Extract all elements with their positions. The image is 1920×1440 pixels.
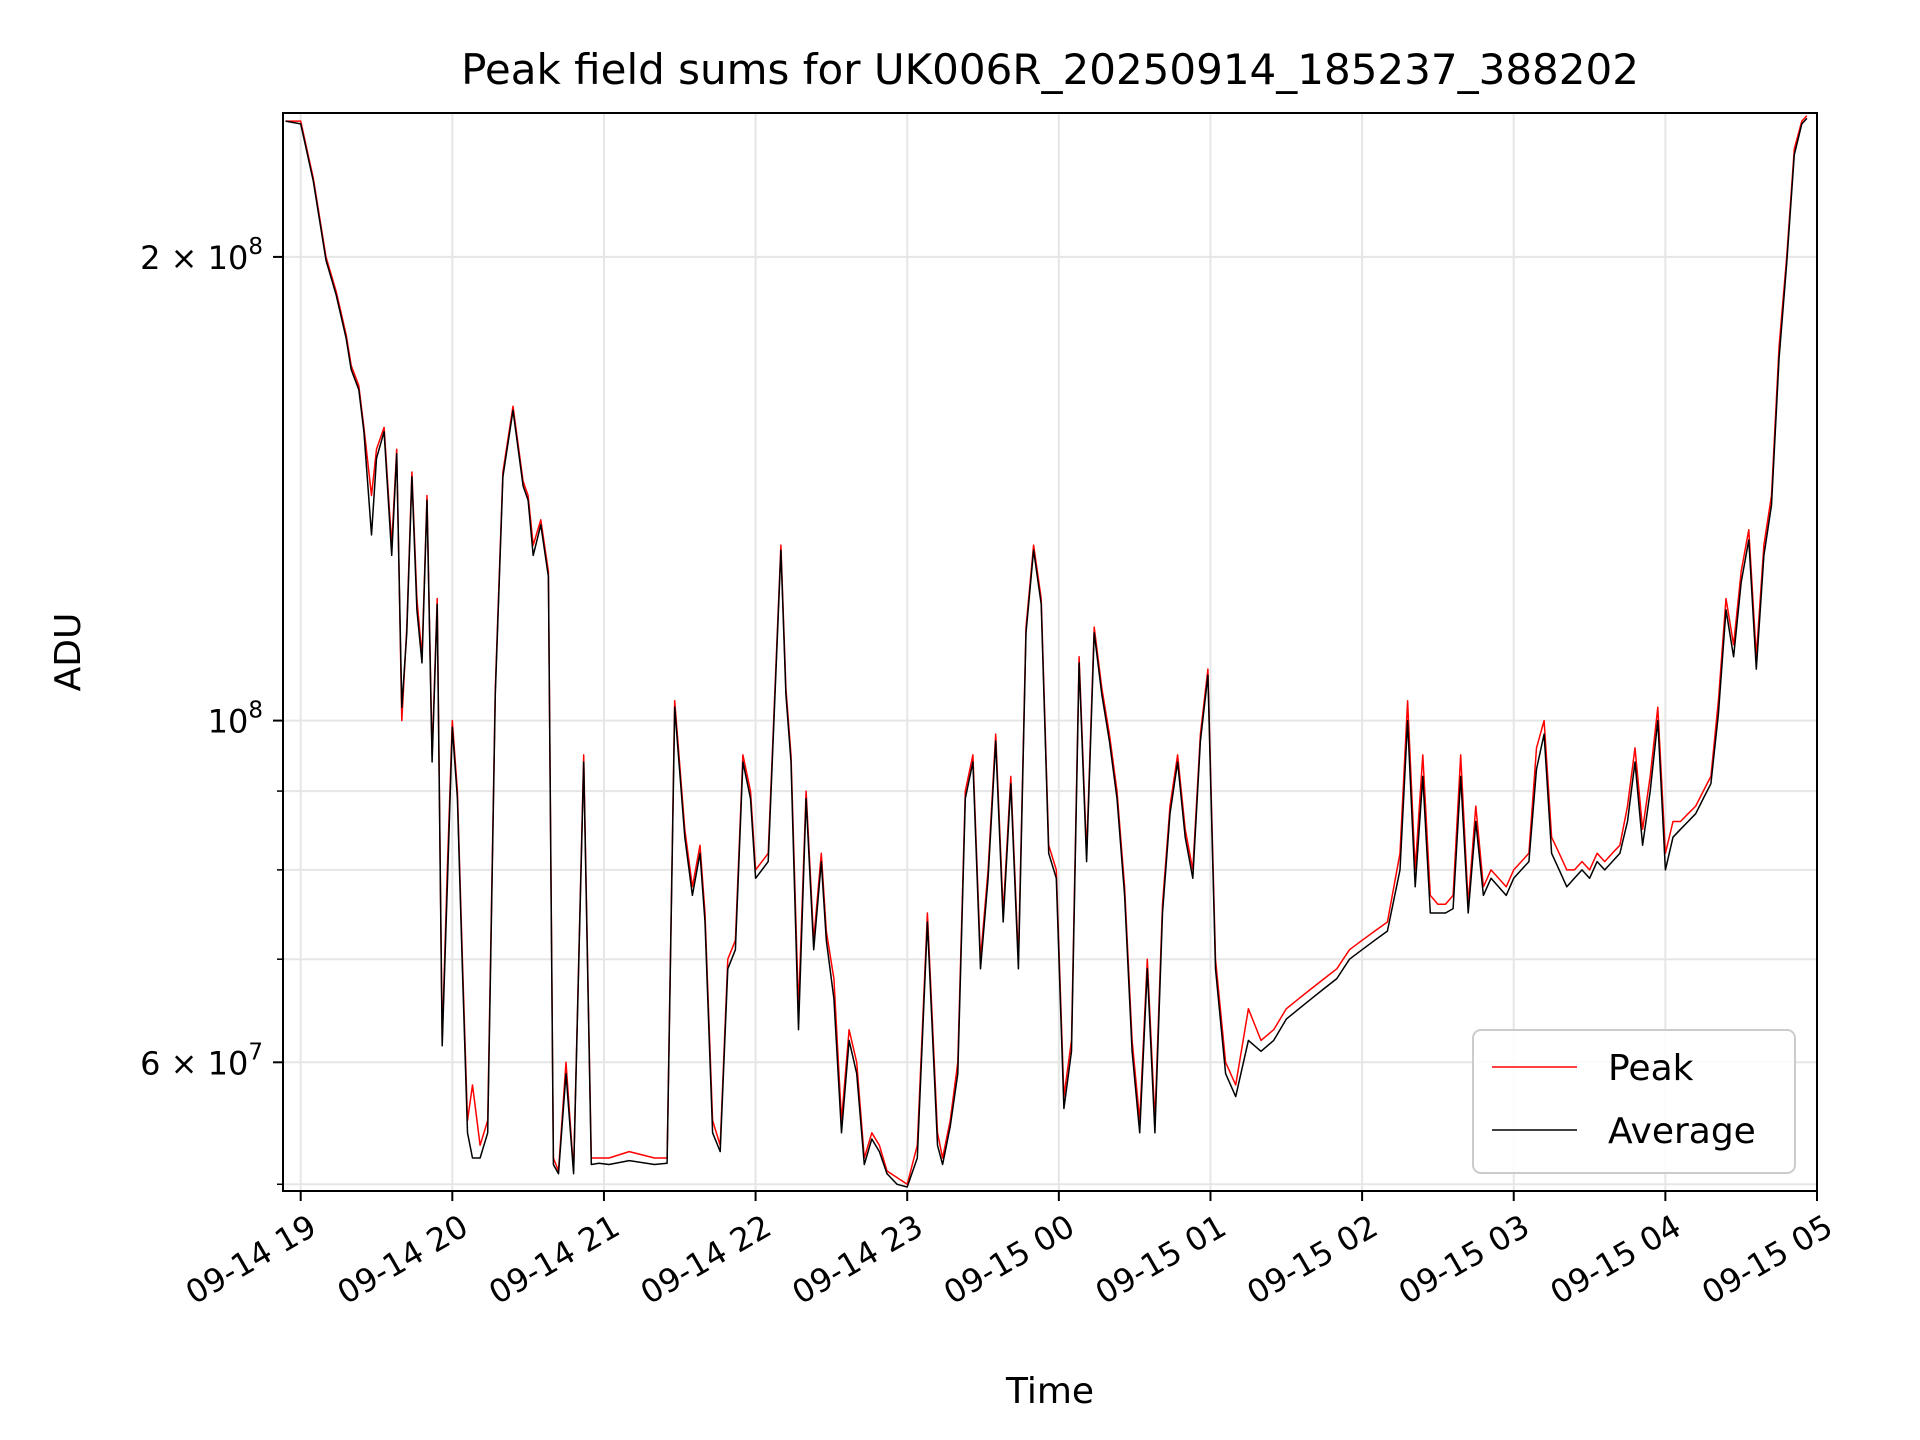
legend-box: [1472, 1029, 1796, 1174]
y-tick-label: 108: [208, 698, 263, 741]
series-line-average: [285, 117, 1808, 1188]
y-axis: 2 × 108 108 6 × 107: [140, 234, 283, 1186]
chart-title: Peak field sums for UK006R_20250914_1852…: [461, 45, 1639, 94]
legend-label-peak: Peak: [1608, 1048, 1694, 1089]
y-tick-label: 2 × 108: [140, 234, 263, 277]
plot-lines: [285, 115, 1808, 1188]
legend: Peak Average: [1472, 1029, 1796, 1174]
legend-label-average: Average: [1608, 1111, 1756, 1152]
x-axis-label: Time: [1005, 1371, 1094, 1412]
y-axis-label: ADU: [48, 613, 89, 692]
y-tick-label: 6 × 107: [140, 1039, 263, 1082]
plot-frame: [282, 112, 1818, 1192]
